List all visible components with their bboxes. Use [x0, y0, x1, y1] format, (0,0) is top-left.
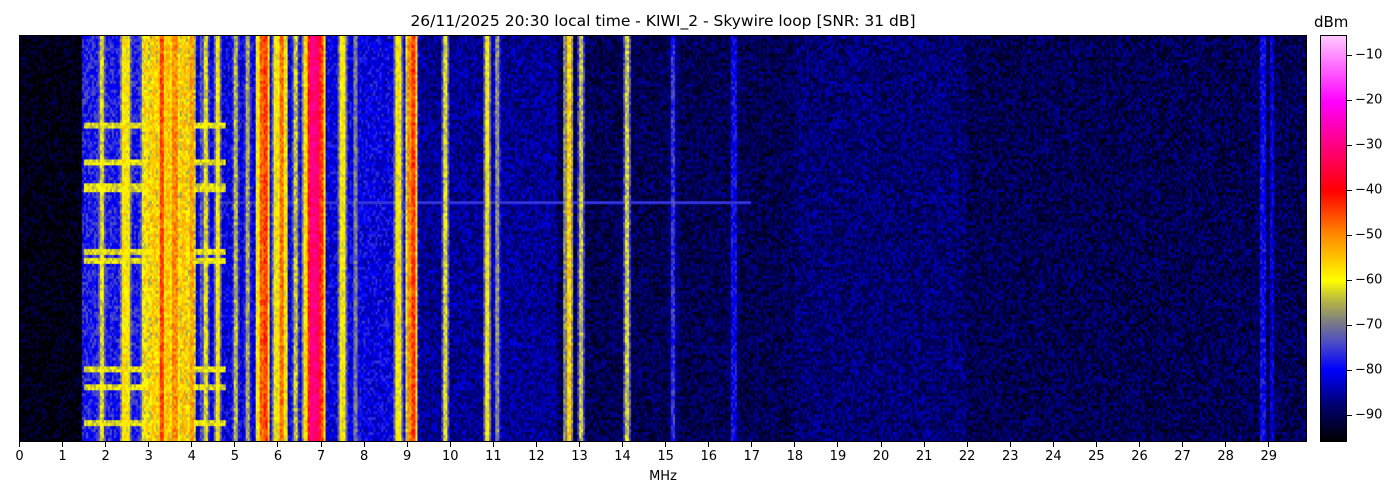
x-tick — [105, 442, 107, 447]
x-tick-label: 29 — [1260, 449, 1277, 464]
x-tick-label: 23 — [1001, 449, 1019, 464]
colorbar-tick — [1347, 145, 1352, 147]
x-tick — [1268, 442, 1270, 447]
x-tick-label: 7 — [316, 449, 326, 464]
colorbar — [1320, 35, 1347, 442]
x-tick-label: 6 — [273, 449, 283, 464]
x-tick-label: 24 — [1045, 449, 1062, 464]
x-tick — [234, 442, 236, 447]
x-tick-label: 12 — [528, 449, 545, 464]
x-tick-label: 16 — [700, 449, 717, 464]
x-tick-label: 3 — [144, 449, 153, 464]
x-tick — [406, 442, 408, 447]
x-tick-label: 1 — [58, 449, 67, 464]
colorbar-label: dBm — [1314, 13, 1349, 31]
x-tick — [191, 442, 193, 447]
x-tick-label: 22 — [958, 449, 976, 464]
x-tick — [794, 442, 796, 447]
x-tick-label: 11 — [485, 449, 502, 464]
x-tick — [363, 442, 365, 447]
x-tick-label: 17 — [743, 449, 761, 464]
x-tick-label: 0 — [15, 449, 24, 464]
waterfall-heatmap — [19, 35, 1307, 442]
x-tick — [320, 442, 322, 447]
x-tick-label: 2 — [101, 449, 110, 464]
x-tick-label: 19 — [829, 449, 847, 464]
x-tick — [966, 442, 968, 447]
x-tick — [665, 442, 667, 447]
colorbar-tick — [1347, 370, 1352, 372]
x-tick — [923, 442, 925, 447]
colorbar-tick — [1347, 415, 1352, 417]
colorbar-tick-label: −70 — [1355, 317, 1383, 333]
colorbar-tick — [1347, 190, 1352, 192]
chart-title: 26/11/2025 20:30 local time - KIWI_2 - S… — [410, 12, 916, 30]
x-tick — [1095, 442, 1097, 447]
x-tick — [492, 442, 494, 447]
x-tick — [1139, 442, 1140, 447]
colorbar-tick-label: −40 — [1355, 182, 1383, 198]
x-tick-label: 9 — [403, 449, 412, 464]
x-tick — [579, 442, 580, 447]
x-tick — [708, 442, 710, 447]
x-tick — [148, 442, 150, 447]
colorbar-tick-label: −60 — [1355, 272, 1383, 288]
colorbar-tick-label: −10 — [1355, 47, 1383, 63]
x-tick — [1225, 442, 1227, 447]
x-tick-label: 20 — [872, 449, 890, 464]
x-tick — [751, 442, 753, 447]
colorbar-tick — [1347, 235, 1352, 237]
x-tick-label: 18 — [786, 449, 804, 464]
colorbar-tick — [1347, 280, 1352, 282]
x-axis-label: MHz — [649, 469, 677, 484]
colorbar-tick-label: −20 — [1355, 92, 1383, 108]
x-tick-label: 25 — [1088, 449, 1105, 464]
x-tick-label: 5 — [230, 449, 240, 464]
colorbar-tick-label: −80 — [1355, 362, 1383, 378]
x-tick — [880, 442, 882, 447]
x-tick-label: 4 — [187, 449, 196, 464]
x-tick — [449, 442, 451, 447]
x-tick-label: 10 — [441, 449, 459, 464]
x-tick — [277, 442, 279, 447]
colorbar-gradient — [1321, 36, 1346, 441]
colorbar-tick — [1347, 325, 1352, 327]
x-tick-label: 28 — [1217, 449, 1234, 464]
x-tick — [622, 442, 624, 447]
heatmap-canvas — [20, 36, 1306, 441]
x-tick — [837, 442, 839, 447]
x-tick — [1182, 442, 1184, 447]
x-tick — [1052, 442, 1054, 447]
x-tick-label: 14 — [614, 449, 631, 464]
x-tick-label: 21 — [915, 449, 933, 464]
colorbar-tick-label: −50 — [1355, 227, 1383, 243]
x-tick — [19, 442, 20, 447]
x-tick — [535, 442, 537, 447]
colorbar-tick — [1347, 100, 1352, 102]
colorbar-tick-label: −90 — [1355, 407, 1383, 423]
x-tick-label: 26 — [1131, 449, 1148, 464]
colorbar-tick — [1347, 55, 1352, 57]
x-tick-label: 13 — [571, 449, 588, 464]
colorbar-tick-label: −30 — [1355, 137, 1383, 153]
x-tick — [1009, 442, 1011, 447]
x-tick-label: 15 — [657, 449, 674, 464]
x-tick-label: 8 — [359, 449, 369, 464]
x-tick — [62, 442, 64, 447]
x-tick-label: 27 — [1174, 449, 1191, 464]
